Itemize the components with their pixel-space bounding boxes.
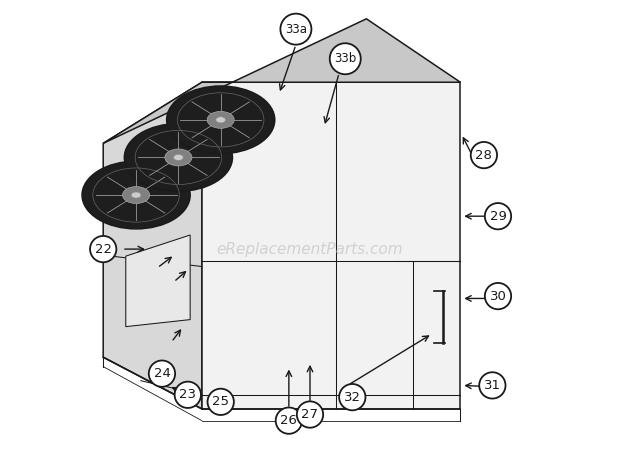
- Text: 28: 28: [476, 149, 492, 162]
- Circle shape: [175, 382, 201, 408]
- Circle shape: [297, 401, 323, 428]
- Polygon shape: [103, 19, 461, 143]
- Ellipse shape: [174, 155, 184, 160]
- Ellipse shape: [123, 187, 149, 204]
- Text: 24: 24: [154, 367, 170, 380]
- Polygon shape: [202, 82, 461, 409]
- Text: 31: 31: [484, 379, 501, 392]
- Circle shape: [471, 142, 497, 168]
- Ellipse shape: [216, 117, 226, 123]
- Text: 32: 32: [344, 391, 361, 404]
- Circle shape: [280, 14, 311, 45]
- Ellipse shape: [82, 161, 190, 229]
- Text: 30: 30: [490, 290, 507, 303]
- Circle shape: [485, 203, 511, 229]
- Text: 33b: 33b: [334, 52, 356, 65]
- Ellipse shape: [167, 86, 275, 154]
- Circle shape: [339, 384, 365, 410]
- Circle shape: [149, 360, 175, 387]
- Text: 23: 23: [179, 388, 197, 401]
- Polygon shape: [103, 82, 202, 409]
- Text: 26: 26: [280, 414, 297, 427]
- Text: 29: 29: [490, 210, 507, 223]
- Circle shape: [479, 372, 505, 399]
- Circle shape: [90, 236, 117, 262]
- Polygon shape: [126, 235, 190, 327]
- Text: 27: 27: [301, 408, 319, 421]
- Circle shape: [485, 283, 511, 309]
- Ellipse shape: [131, 192, 141, 198]
- Circle shape: [208, 389, 234, 415]
- Circle shape: [276, 407, 302, 434]
- Ellipse shape: [207, 111, 234, 128]
- Text: 25: 25: [212, 395, 229, 408]
- Ellipse shape: [165, 149, 192, 166]
- Ellipse shape: [125, 124, 232, 191]
- Text: 22: 22: [95, 243, 112, 256]
- Text: 33a: 33a: [285, 23, 307, 36]
- Text: eReplacementParts.com: eReplacementParts.com: [216, 242, 404, 257]
- Circle shape: [330, 43, 361, 74]
